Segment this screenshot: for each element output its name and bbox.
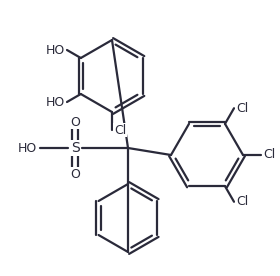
Text: Cl: Cl — [236, 195, 248, 208]
Text: HO: HO — [46, 44, 65, 57]
Text: O: O — [70, 115, 80, 129]
Text: HO: HO — [46, 95, 65, 108]
Text: HO: HO — [17, 142, 37, 155]
Text: Cl: Cl — [263, 148, 275, 161]
Text: S: S — [71, 141, 79, 155]
Text: Cl: Cl — [114, 123, 126, 137]
Text: O: O — [70, 168, 80, 181]
Text: Cl: Cl — [236, 102, 248, 115]
